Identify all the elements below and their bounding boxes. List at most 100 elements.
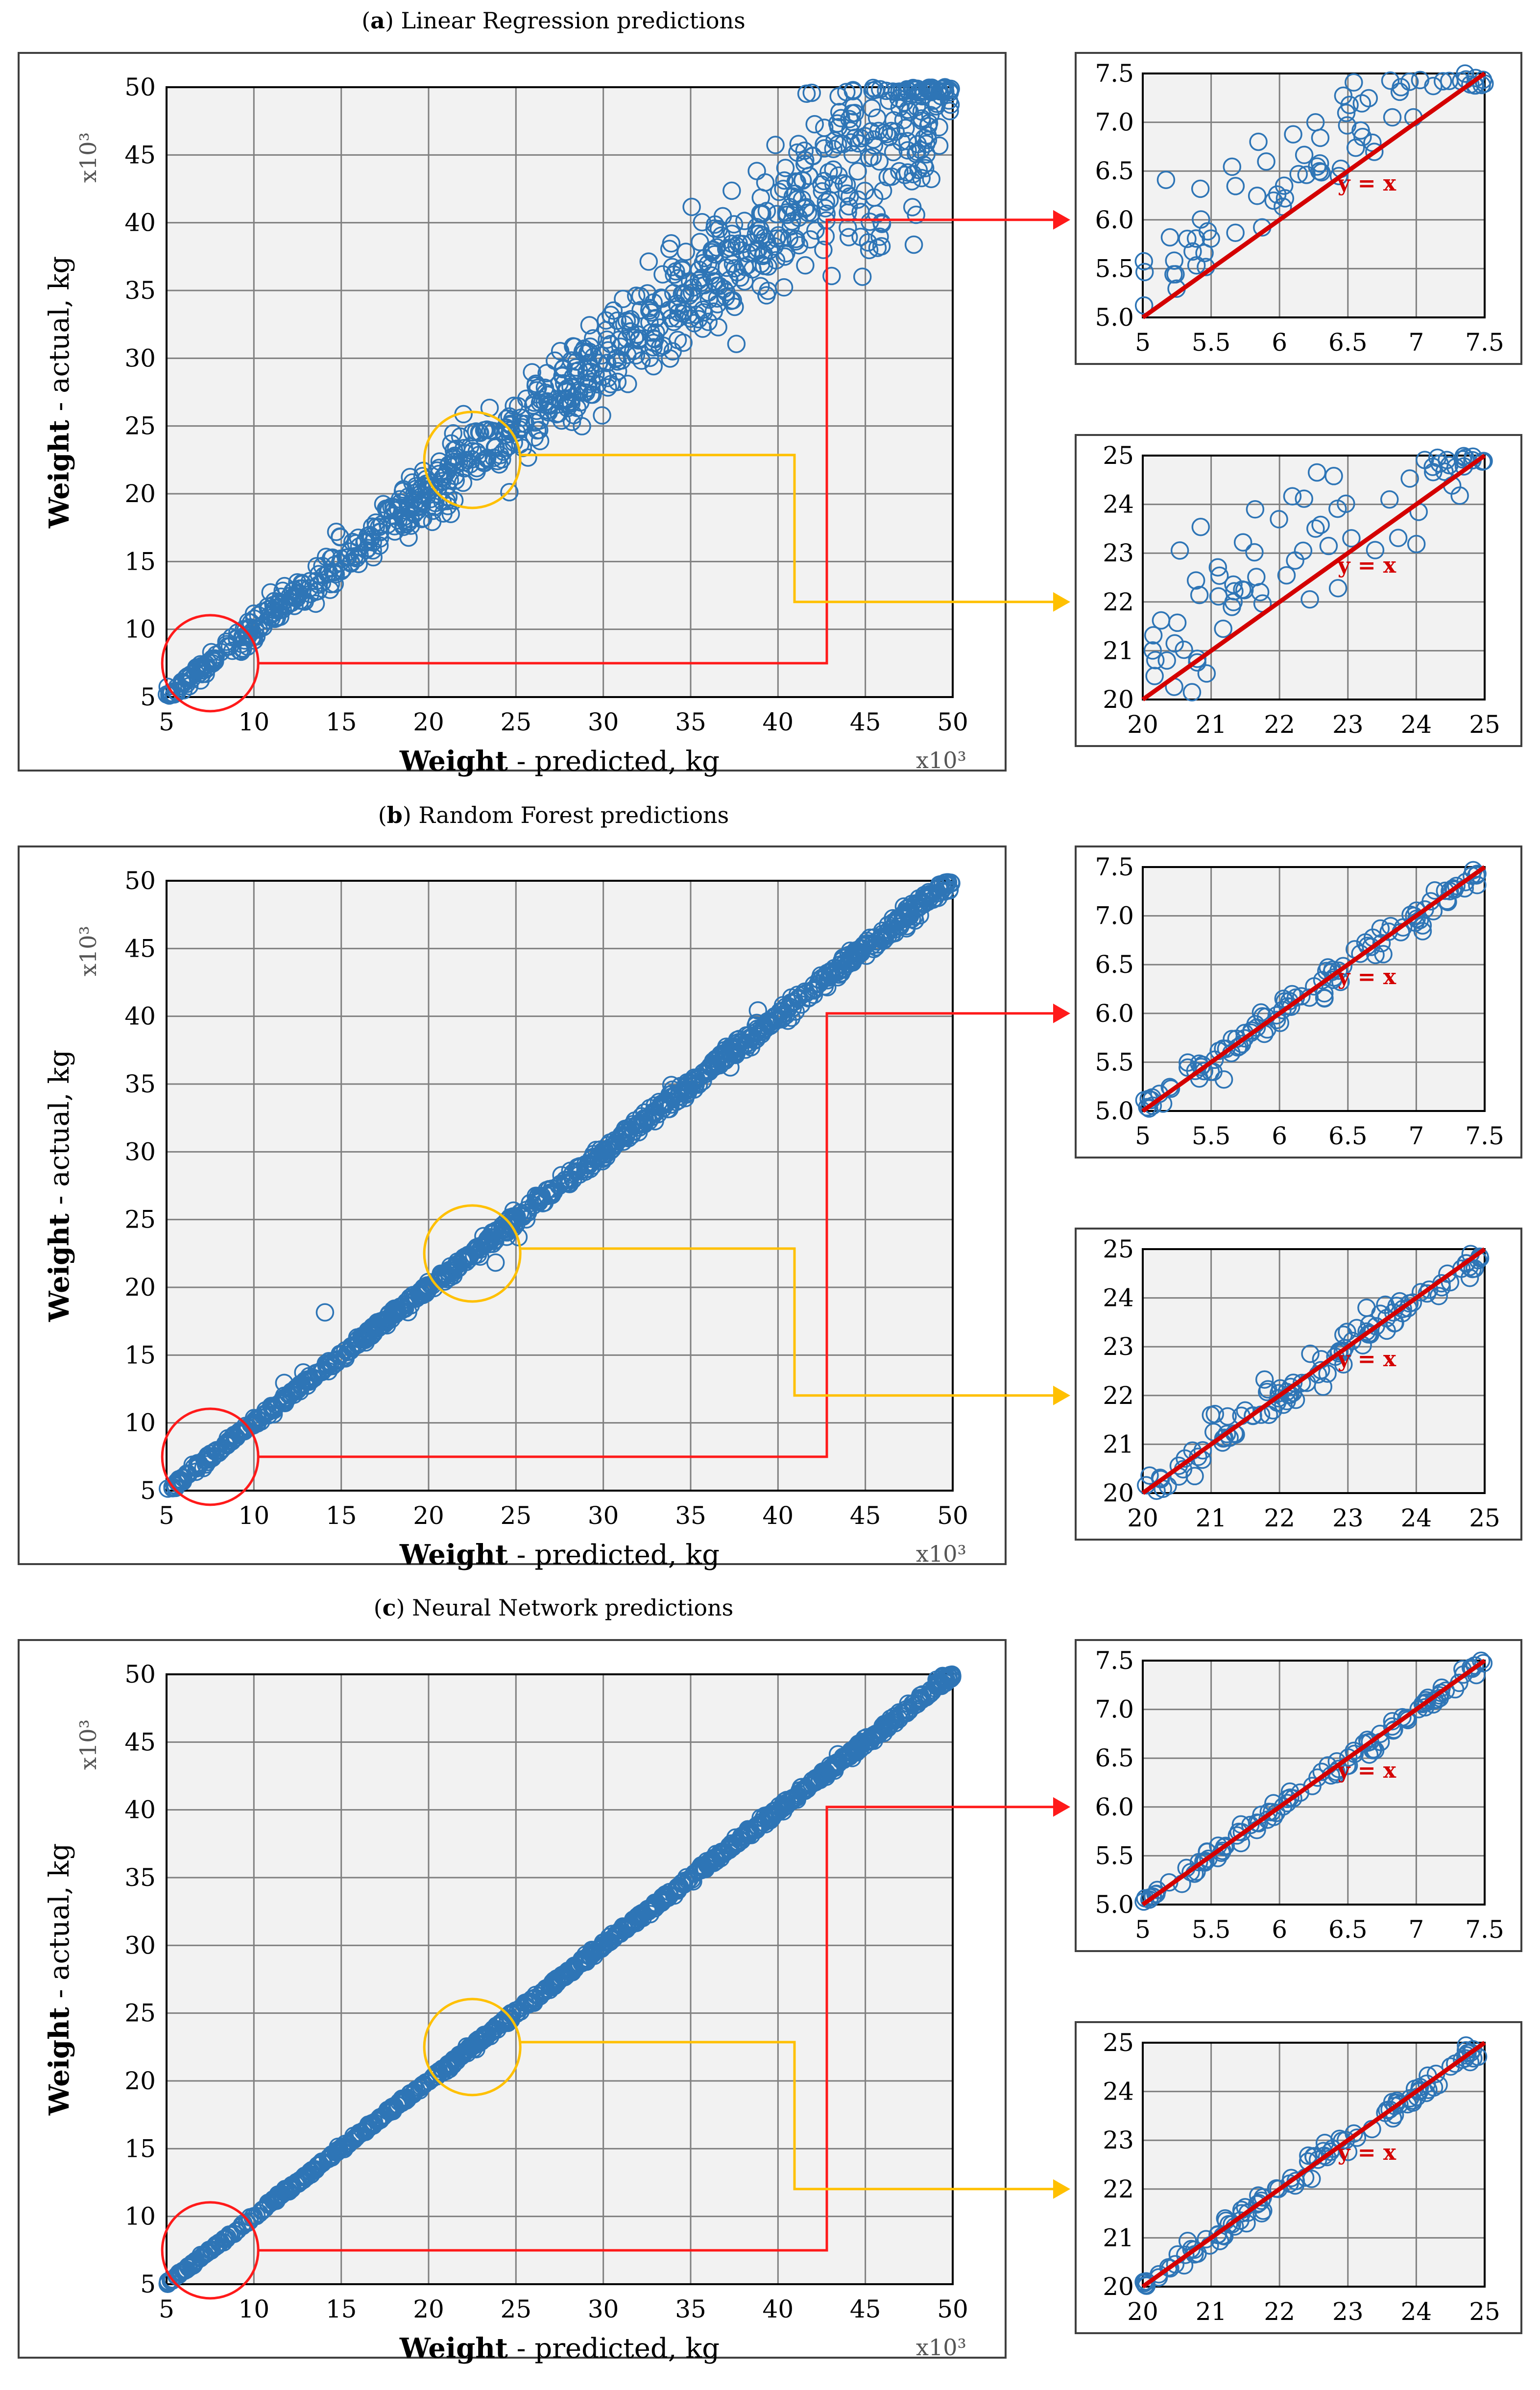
- scatter-point: [252, 1412, 270, 1431]
- scatter-point: [939, 1670, 958, 1689]
- scatter-point: [913, 87, 932, 106]
- inset-x-tick-label: 7: [1408, 1122, 1424, 1150]
- scatter-point: [326, 565, 345, 584]
- inset-y-tick-label: 6.5: [1095, 950, 1134, 979]
- inset-y-tick-label: 6.0: [1095, 999, 1134, 1028]
- scatter-point: [707, 1050, 726, 1069]
- red-connector-arrow: [1053, 210, 1070, 230]
- inset-x-tick-label: 21: [1196, 2297, 1227, 2326]
- plot-border: [166, 1673, 954, 2285]
- scatter-point: [806, 221, 825, 240]
- inset-scatter-point: [1156, 170, 1176, 189]
- inset-scatter-point: [1213, 1841, 1232, 1860]
- scatter-point: [707, 1852, 726, 1870]
- scatter-point: [370, 2109, 389, 2128]
- inset-y-tick-label: 23: [1103, 539, 1134, 567]
- scatter-point: [735, 212, 754, 230]
- y-axis-label: Weight - actual, kg: [43, 1843, 75, 2116]
- scatter-point: [751, 220, 770, 239]
- x-tick-label: 10: [239, 2295, 270, 2323]
- scatter-point: [525, 393, 544, 412]
- inset-scatter-point: [1189, 1853, 1208, 1872]
- panel-a: (a) Linear Regression predictions 55 10 10 1…: [18, 7, 1070, 777]
- inset-x-tick-label: 5.5: [1192, 328, 1231, 357]
- scatter-point: [884, 909, 902, 928]
- scatter-point: [751, 277, 770, 295]
- inset-x-tick-label: 7: [1408, 1915, 1424, 1944]
- scatter-point: [306, 2160, 325, 2179]
- scatter-point: [746, 225, 766, 243]
- x-tick-label: 20: [413, 708, 444, 736]
- y-tick-label: 35: [124, 276, 156, 305]
- scatter-point: [505, 1215, 524, 1234]
- x-multiplier: x10³: [916, 2334, 966, 2361]
- scatter-point: [228, 2221, 247, 2240]
- y-tick-label: 20: [124, 480, 156, 508]
- scatter-point: [766, 1007, 785, 1026]
- scatter-point: [651, 288, 671, 307]
- inset-scatter-point: [1463, 1259, 1482, 1279]
- scatter-point: [576, 1945, 595, 1964]
- x-tick-label: 40: [763, 708, 794, 736]
- inset-scatter-point: [1165, 634, 1184, 653]
- inset-y-tick-label: 25: [1103, 2028, 1134, 2057]
- scatter-point: [608, 352, 627, 371]
- scatter-point: [323, 2145, 342, 2164]
- yellow-connector-line: [520, 454, 1053, 604]
- y-tick-label: 15: [124, 2134, 156, 2163]
- scatter-point: [473, 452, 492, 470]
- scatter-point: [614, 1133, 633, 1151]
- x-tick-label: 5: [159, 2295, 174, 2323]
- scatter-point: [577, 383, 596, 402]
- y-tick-label: 25: [124, 412, 156, 440]
- inset-y-tick-label: 7.5: [1095, 59, 1134, 88]
- inset-scatter-point: [1413, 1694, 1432, 1714]
- scatter-point: [376, 2105, 394, 2124]
- inset-y-tick-label: 6.0: [1095, 206, 1134, 234]
- identity-line: [1141, 1247, 1486, 1495]
- scatter-point: [818, 978, 837, 997]
- inset-y-tick-label: 5.0: [1095, 1890, 1134, 1919]
- identity-line: [1141, 454, 1486, 701]
- scatter-point: [305, 1369, 324, 1388]
- scatter-point: [454, 473, 473, 492]
- scatter-point: [523, 363, 541, 382]
- scatter-point: [884, 143, 903, 162]
- scatter-point: [813, 182, 832, 201]
- scatter-point: [777, 1797, 796, 1815]
- inset-scatter-point: [1159, 2258, 1178, 2277]
- scatter-point: [908, 135, 927, 154]
- inset-scatter-point: [1214, 619, 1232, 638]
- scatter-point: [668, 309, 687, 328]
- inset-x-tick-label: 5: [1135, 328, 1151, 357]
- scatter-point: [853, 267, 872, 286]
- scatter-point: [265, 2192, 284, 2211]
- scatter-point: [873, 921, 892, 940]
- inset-y-tick-label: 6.5: [1095, 1744, 1134, 1772]
- scatter-point: [507, 1207, 526, 1226]
- scatter-point: [717, 258, 736, 277]
- scatter-point: [743, 1028, 762, 1046]
- scatter-point: [941, 95, 960, 114]
- scatter-point: [681, 309, 700, 328]
- inset-scatter-point: [1319, 536, 1338, 555]
- scatter-point: [780, 229, 798, 247]
- inset-y-tick-label: 21: [1103, 1430, 1134, 1458]
- x-multiplier: x10³: [916, 747, 966, 773]
- scatter-point: [667, 262, 685, 281]
- scatter-point: [840, 110, 859, 128]
- scatter-point: [927, 95, 946, 113]
- scatter-points: [158, 1665, 962, 2293]
- inset-scatter-point: [1447, 876, 1466, 895]
- scatter-point: [503, 410, 522, 429]
- inset-scatter-point: [1277, 566, 1296, 585]
- y-tick-label: 25: [124, 1999, 156, 2028]
- scatter-point: [394, 517, 413, 536]
- scatter-point: [408, 501, 427, 520]
- scatter-point: [772, 1002, 792, 1021]
- panel-c: (c) Neural Network predictions 55 10 10 15 15…: [18, 1594, 1070, 2365]
- scatter-point: [860, 148, 879, 168]
- inset-scatter-point: [1210, 566, 1229, 585]
- scatter-point: [392, 2094, 411, 2112]
- inset-scatter-point: [1140, 1099, 1158, 1118]
